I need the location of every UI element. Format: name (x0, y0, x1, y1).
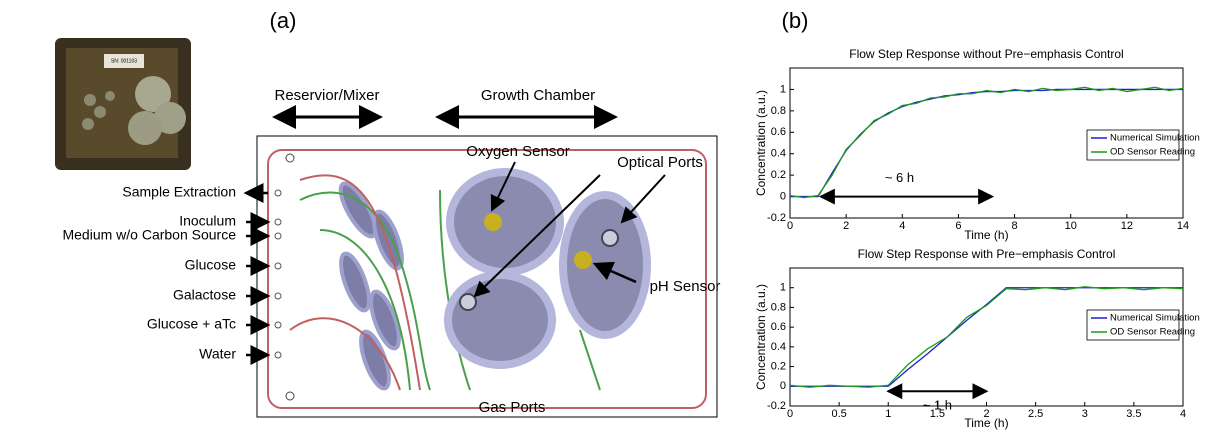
y-tick-label: 0 (780, 190, 786, 202)
chip-diagram (257, 136, 717, 417)
x-tick-label: 10 (1065, 220, 1077, 232)
inlet-label: Water (199, 346, 236, 362)
x-tick-label: 6 (955, 220, 961, 232)
x-tick-label: 14 (1177, 220, 1189, 232)
y-tick-label: 0.6 (771, 321, 786, 333)
chip-label: Optical Ports (617, 154, 703, 171)
legend-label: Numerical Simulation (1110, 133, 1200, 144)
photo-text: SN: 001103 (111, 58, 137, 64)
legend-label: OD Sensor Reading (1110, 327, 1195, 338)
figure-canvas: (a) SN: 001103 Reservior/Mixer Growth Ch… (0, 0, 1211, 446)
chart-title: Flow Step Response without Pre−emphasis … (849, 47, 1123, 61)
x-tick-label: 0 (787, 408, 793, 420)
x-tick-label: 2 (843, 220, 849, 232)
inlet-label: Glucose + aTc (147, 316, 236, 332)
y-tick-label: 0.2 (771, 360, 786, 372)
inlet-label: Sample Extraction (122, 184, 236, 200)
top-label: Reservior/Mixer (274, 87, 379, 104)
y-tick-label: 1 (780, 282, 786, 294)
x-tick-label: 4 (1180, 408, 1186, 420)
chip-label: Oxygen Sensor (466, 143, 569, 160)
x-tick-label: 2.5 (1028, 408, 1043, 420)
chart-title: Flow Step Response with Pre−emphasis Con… (858, 247, 1116, 261)
x-tick-label: 0.5 (831, 408, 846, 420)
y-axis-label: Concentration (a.u.) (754, 284, 768, 390)
panel-label: (a) (270, 8, 297, 33)
legend-label: Numerical Simulation (1110, 313, 1200, 324)
x-axis-label: Time (h) (964, 228, 1008, 242)
y-tick-label: 0.4 (771, 148, 786, 160)
inlet-label: Galactose (173, 287, 236, 303)
x-tick-label: 3 (1082, 408, 1088, 420)
legend-label: OD Sensor Reading (1110, 147, 1195, 158)
chip-label: pH Sensor (650, 278, 721, 295)
y-tick-label: 1 (780, 83, 786, 95)
y-tick-label: 0.8 (771, 105, 786, 117)
chip-photo: SN: 001103 (55, 38, 191, 170)
y-tick-label: 0 (780, 380, 786, 392)
y-tick-label: 0.6 (771, 126, 786, 138)
top-label: Growth Chamber (481, 87, 595, 104)
annotation: ~ 6 h (885, 170, 914, 185)
inlet-label: Medium w/o Carbon Source (62, 227, 236, 243)
y-tick-label: 0.2 (771, 169, 786, 181)
x-axis-label: Time (h) (964, 416, 1008, 430)
chip-label: Gas Ports (479, 399, 546, 416)
annotation: ~ 1 h (923, 398, 952, 413)
y-axis-label: Concentration (a.u.) (754, 90, 768, 196)
x-tick-label: 3.5 (1126, 408, 1141, 420)
inlet-label: Glucose (185, 257, 237, 273)
x-tick-label: 0 (787, 220, 793, 232)
y-tick-label: 0.8 (771, 301, 786, 313)
x-tick-label: 1 (885, 408, 891, 420)
x-tick-label: 4 (899, 220, 905, 232)
y-tick-label: -0.2 (767, 400, 786, 412)
y-tick-label: 0.4 (771, 341, 786, 353)
panel-label: (b) (782, 8, 809, 33)
figure: (a) SN: 001103 Reservior/Mixer Growth Ch… (0, 0, 1211, 446)
y-tick-label: -0.2 (767, 212, 786, 224)
x-tick-label: 8 (1012, 220, 1018, 232)
x-tick-label: 12 (1121, 220, 1133, 232)
